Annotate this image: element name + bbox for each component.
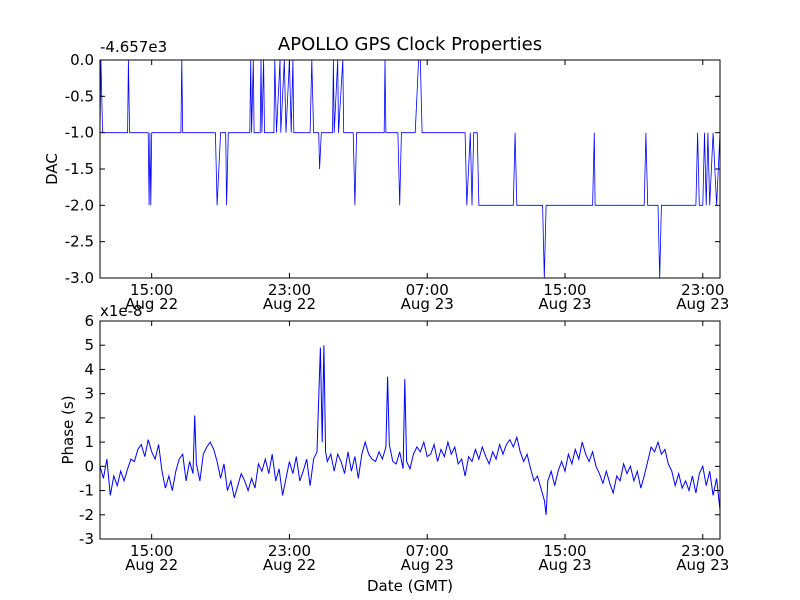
dac-x-tick-time-label: 15:00 [543,281,586,299]
dac-series-line [100,60,720,278]
dac-y-tick-label: -1.5 [65,160,94,178]
phase-x-tick-time-label: 07:00 [406,542,449,560]
phase-x-tick-time-label: 23:00 [268,542,311,560]
phase-y-tick-label: -3 [79,530,94,548]
phase-x-tick-date-label: Aug 22 [125,556,178,574]
phase-y-axis-label: Phase (s) [59,395,77,464]
phase-y-tick-label: 2 [84,409,94,427]
dac-y-ticks: 0.0 -0.5 -1.0 -1.5 -2.0 -2.5 -3.0 [65,51,720,287]
dac-x-tick-date-label: Aug 23 [538,295,591,313]
dac-x-tick-time-label: 07:00 [406,281,449,299]
dac-x-tick-date-label: Aug 22 [125,295,178,313]
dac-y-tick-label: 0.0 [70,51,94,69]
phase-axes-frame [99,320,721,540]
dac-series-layer [100,60,720,278]
dac-y-axis-label: DAC [43,153,61,185]
phase-y-tick-label: 6 [84,312,94,330]
phase-y-tick-label: -2 [79,506,94,524]
dac-y-tick-label: -3.0 [65,269,94,287]
phase-offset-label: x1e-8 [100,302,143,320]
phase-y-tick-label: 4 [84,360,94,378]
dac-y-tick-label: -2.5 [65,233,94,251]
x-axis-label: Date (GMT) [367,577,453,595]
phase-y-tick-label: 1 [84,433,94,451]
phase-x-tick-time-label: 23:00 [681,542,724,560]
phase-series-line [100,345,720,515]
phase-x-tick-date-label: Aug 23 [401,556,454,574]
dac-y-tick-label: -2.0 [65,196,94,214]
phase-x-tick-time-label: 15:00 [130,542,173,560]
phase-y-tick-label: 5 [84,336,94,354]
dac-y-tick-label: -0.5 [65,87,94,105]
chart-title: APOLLO GPS Clock Properties [278,34,542,55]
phase-x-tick-date-label: Aug 23 [676,556,729,574]
dac-y-tick-label: -1.0 [65,124,94,142]
dac-x-tick-time-label: 15:00 [130,281,173,299]
phase-y-tick-label: 0 [84,457,94,475]
phase-x-tick-time-label: 15:00 [543,542,586,560]
dac-x-tick-date-label: Aug 23 [676,295,729,313]
dac-x-tick-date-label: Aug 23 [401,295,454,313]
dac-offset-label: -4.657e3 [100,38,167,56]
dac-x-tick-time-label: 23:00 [268,281,311,299]
dac-x-tick-time-label: 23:00 [681,281,724,299]
phase-y-ticks: -3 -2 -1 0 1 2 3 4 5 6 [79,312,720,548]
dac-x-tick-date-label: Aug 22 [263,295,316,313]
phase-y-tick-label: -1 [79,482,94,500]
phase-y-tick-label: 3 [84,385,94,403]
phase-series-layer [100,345,720,515]
phase-x-tick-date-label: Aug 23 [538,556,591,574]
phase-x-tick-date-label: Aug 22 [263,556,316,574]
